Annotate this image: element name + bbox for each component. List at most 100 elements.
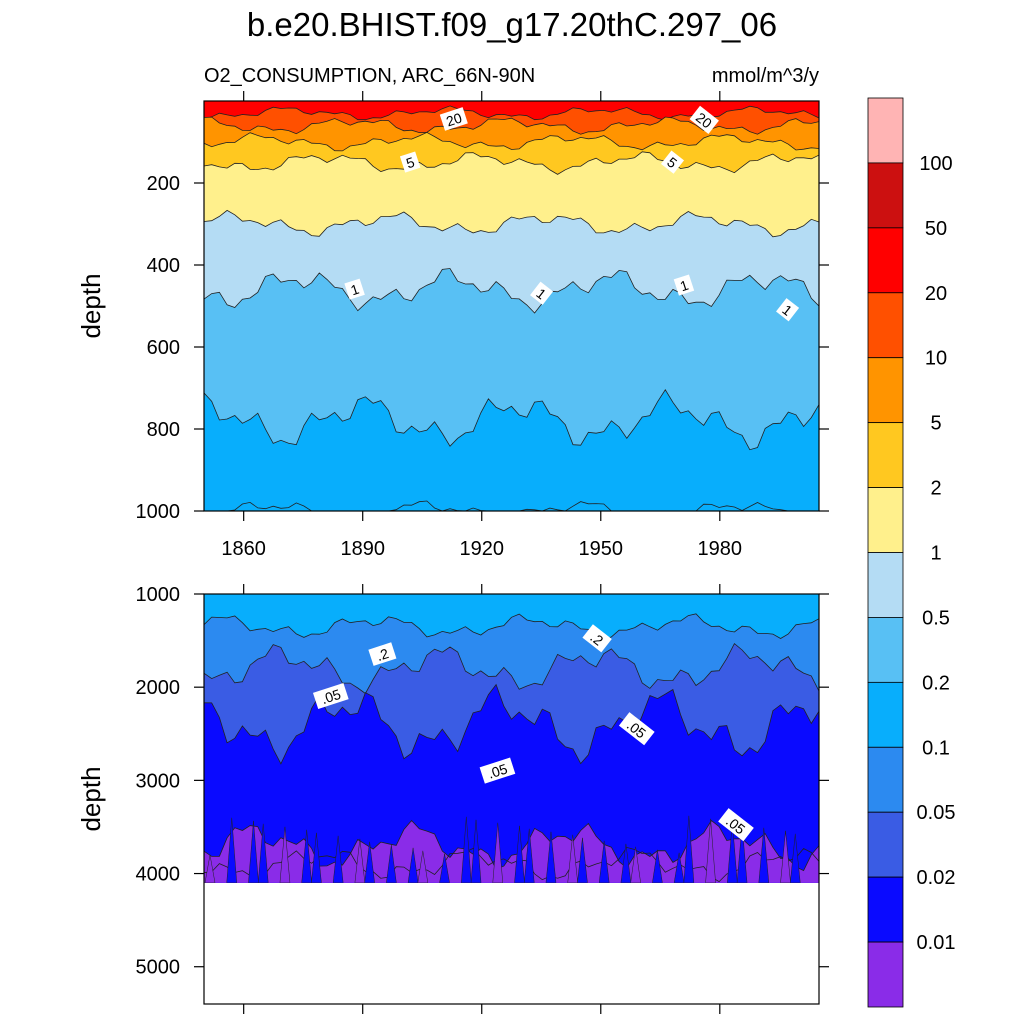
contour-label-bg [312,682,349,710]
deep-fill-spike [620,843,632,883]
deep-fill-spike [257,823,269,883]
y-axis-label: depth [76,766,106,831]
deep-fill-spike [514,825,525,883]
y-tick-label: 400 [147,255,180,277]
colorbar-label: 20 [925,283,947,305]
contour-label-text: .05 [319,686,343,707]
colorbar-swatch [867,357,904,424]
figure-title: b.e20.BHIST.f09_g17.20thC.297_06 [247,6,777,43]
colorbar-swatch [867,292,904,359]
colorbar-swatch [867,487,904,553]
deep-fill-spike [780,830,791,883]
contour-line-upper-2 [204,209,819,238]
y-tick-label: 600 [147,337,180,359]
colorbar-label: 0.2 [922,672,950,694]
contour-label-bg [582,624,612,653]
deep-fill-spike [577,837,588,883]
deep-fill-spike [332,835,344,883]
colorbar: 100 50 20 10 5 2 1 0.5 0.2 0.1 0.05 0.02 0.01 [867,97,956,1008]
colorbar-label: 0.05 [917,802,956,824]
deep-fill-spike [470,819,482,883]
x-tick-label: 1890 [340,538,385,560]
contour-label-text: .2 [375,645,391,664]
y-tick-label: 3000 [136,770,181,792]
colorbar-swatch [867,617,904,683]
colorbar-swatch [867,746,904,813]
colorbar-label: 1 [930,543,941,565]
contour-line-lower-0p05 [204,683,819,765]
colorbar-label: 10 [925,348,947,370]
colorbar-swatch [867,227,904,294]
deep-fill-spike [598,840,610,883]
deep-fill-spike [727,821,738,883]
colorbar-swatch [867,162,904,229]
contour-line-upper-5 [204,151,819,175]
contour-label-bg [399,151,421,173]
contour-label: .2 [582,624,612,653]
deep-fill-spike [204,854,216,883]
deep-fill-spike [417,850,429,883]
y-tick-label: 800 [147,419,180,441]
colorbar-swatch [867,422,904,488]
contour-label: 1 [776,298,800,322]
contour-label-bg [673,274,695,296]
deep-fill-spike [758,827,770,883]
contour-label: 1 [344,278,365,300]
x-tick-label: 1950 [579,538,624,560]
y-tick-label: 1000 [136,501,181,523]
colorbar-label: 0.5 [922,607,950,629]
deep-fill-spike [683,815,695,883]
plot-frame-lower [203,593,820,1005]
contour-label: 5 [660,150,685,174]
colorbar-swatch [867,811,904,878]
contour-label: 20 [689,105,719,134]
contour-line-upper-20 [204,116,819,135]
deep-fill-spike [652,849,663,883]
deep-fill-spike [279,826,291,883]
variable-region-label: O2_CONSUMPTION, ARC_66N-90N [204,65,535,87]
contour-label: .05 [312,682,349,710]
contour-line-upper-0p5 [204,389,819,451]
deep-fill-spike [226,817,237,883]
deep-fill-spike [439,853,450,883]
contour-label-bg [718,808,754,842]
contour-label-bg [479,757,516,784]
contour-line-upper-1 [204,268,819,314]
y-tick-label: 5000 [136,957,181,979]
deep-fill-spike [354,838,366,883]
contour-line-upper-10 [204,131,819,152]
colorbar-swatch [867,941,904,1008]
colorbar-label: 5 [930,413,941,435]
contour-label-bg [689,105,719,134]
deep-fill-spike [248,820,259,883]
units-label: mmol/m^3/y [712,65,819,87]
contour-label-bg [368,642,397,666]
deep-fill-spike [567,834,578,883]
deep-fill-spike [523,828,535,883]
contour-line-upper-0p2 [204,500,819,511]
contour-label-bg [439,107,468,131]
x-tick-label: 1980 [698,538,743,560]
contour-label-bg [530,281,554,305]
deep-fill-spike [461,816,472,883]
lower-depth-time-panel: 10002000300040005000depth.2.2.05.05.05.0… [76,584,829,1014]
contour-line-lower-0p2 [204,613,819,641]
contour-label: .2 [368,642,397,666]
y-tick-label: 4000 [136,864,181,886]
y-axis-label: depth [76,273,106,338]
colorbar-label: 0.1 [922,737,950,759]
deep-fill-spike [301,829,312,883]
contour-label-bg [660,150,685,174]
deep-fill-spike [492,822,504,883]
plot-frame-upper [203,100,820,512]
deep-fill-spike [311,832,322,883]
colorbar-label: 2 [930,478,941,500]
contour-label-bg [344,278,365,300]
deep-fill-spike [705,818,716,883]
deep-fill-spike [407,847,419,883]
contour-label: 1 [673,274,695,296]
band-upper-0p2 [204,389,819,511]
x-tick-label: 1920 [459,538,504,560]
contour-line-upper-50 [204,105,819,121]
